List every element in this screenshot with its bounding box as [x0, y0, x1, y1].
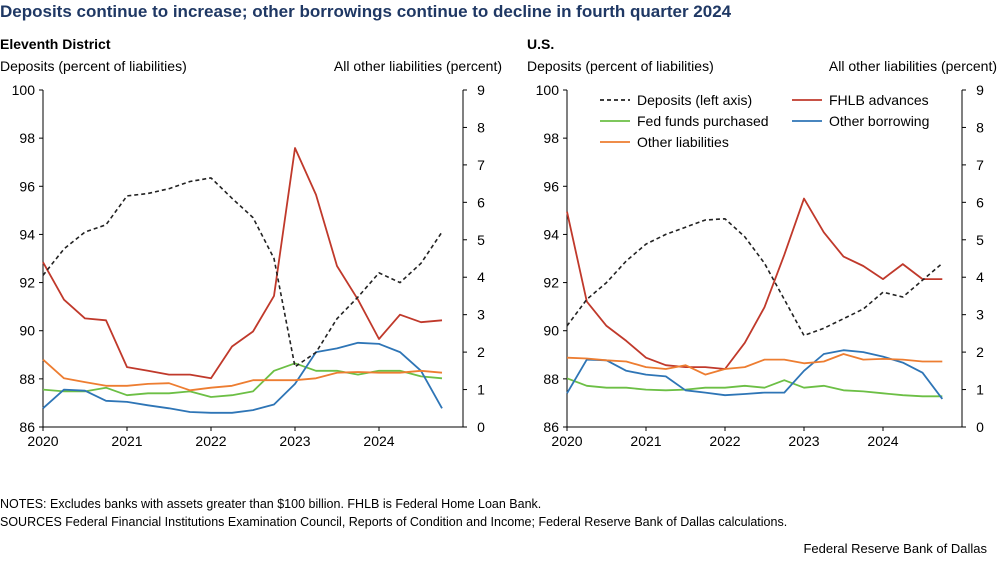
right-tick-label: 8: [477, 119, 485, 135]
left-tick-label: 100: [536, 82, 560, 98]
sources-line: SOURCES Federal Financial Institutions E…: [0, 515, 788, 529]
right-tick-label: 7: [976, 157, 984, 173]
right-tick-label: 6: [477, 194, 485, 210]
legend-label-other-borrowing: Other borrowing: [829, 113, 929, 129]
right-tick-label: 3: [477, 307, 485, 323]
x-tick-label: 2022: [709, 433, 740, 449]
legend-label-deposits: Deposits (left axis): [637, 92, 752, 108]
x-tick-label: 2023: [279, 433, 310, 449]
series-line-deposits: [42, 177, 443, 368]
right-tick-label: 7: [477, 157, 485, 173]
credit-text: Federal Reserve Bank of Dallas: [803, 541, 987, 556]
series-line-fed-funds: [566, 377, 943, 398]
left-tick-label: 86: [543, 419, 559, 435]
chart-panel-2: U.S. Deposits (percent of liabilities) All…: [527, 36, 997, 449]
right-tick-label: 1: [976, 382, 984, 398]
x-tick-label: 2023: [788, 433, 819, 449]
chart-panel-1: Eleventh District Deposits (percent of li…: [0, 36, 502, 449]
legend-label-fed-funds: Fed funds purchased: [637, 113, 769, 129]
right-tick-label: 5: [976, 232, 984, 248]
left-tick-label: 90: [19, 323, 35, 339]
left-tick-label: 96: [19, 178, 35, 194]
x-tick-label: 2022: [195, 433, 226, 449]
right-axis-label: All other liabilities (percent): [334, 58, 502, 74]
x-tick-label: 2024: [867, 433, 898, 449]
x-tick-label: 2020: [27, 433, 58, 449]
right-axis-label: All other liabilities (percent): [829, 58, 997, 74]
x-tick-label: 2021: [111, 433, 142, 449]
x-tick-label: 2020: [551, 433, 582, 449]
x-tick-label: 2021: [630, 433, 661, 449]
chart-title: U.S.: [527, 36, 554, 52]
right-tick-label: 4: [976, 269, 984, 285]
left-tick-label: 88: [19, 371, 35, 387]
left-tick-label: 86: [19, 419, 35, 435]
legend: Deposits (left axis) FHLB advances Fed fun…: [600, 92, 929, 150]
left-tick-label: 92: [19, 275, 35, 291]
left-axis-label: Deposits (percent of liabilities): [0, 58, 187, 74]
series-line-other-borrowing: [42, 341, 443, 414]
right-tick-label: 6: [976, 194, 984, 210]
series-line-fhlb: [42, 147, 443, 380]
series-line-other-borrowing: [566, 349, 944, 400]
left-tick-label: 98: [19, 130, 35, 146]
series-line-fhlb: [566, 197, 943, 370]
right-tick-label: 1: [477, 382, 485, 398]
right-tick-label: 9: [477, 82, 485, 98]
legend-label-other-liabilities: Other liabilities: [637, 134, 729, 150]
legend-label-fhlb: FHLB advances: [829, 92, 929, 108]
right-tick-label: 4: [477, 269, 485, 285]
charts-area: Eleventh District Deposits (percent of li…: [0, 36, 997, 449]
right-tick-label: 9: [976, 82, 984, 98]
series-line-other-liabilities: [566, 353, 943, 376]
right-tick-label: 8: [976, 119, 984, 135]
left-tick-label: 98: [543, 130, 559, 146]
left-tick-label: 88: [543, 371, 559, 387]
notes-line: NOTES: Excludes banks with assets greate…: [0, 497, 542, 511]
chart-title: Eleventh District: [0, 36, 111, 52]
series-line-other-liabilities: [42, 358, 443, 392]
series-line-fed-funds: [42, 362, 443, 398]
x-tick-label: 2024: [363, 433, 394, 449]
right-tick-label: 3: [976, 307, 984, 323]
series-line-deposits: [566, 218, 943, 337]
left-tick-label: 94: [543, 226, 559, 242]
right-tick-label: 0: [477, 419, 485, 435]
left-tick-label: 90: [543, 323, 559, 339]
left-tick-label: 96: [543, 178, 559, 194]
right-tick-label: 2: [976, 344, 984, 360]
right-tick-label: 5: [477, 232, 485, 248]
notes: NOTES: Excludes banks with assets greate…: [0, 495, 787, 531]
left-tick-label: 94: [19, 226, 35, 242]
page-title: Deposits continue to increase; other bor…: [0, 2, 732, 21]
left-tick-label: 100: [12, 82, 36, 98]
left-tick-label: 92: [543, 275, 559, 291]
left-axis-label: Deposits (percent of liabilities): [527, 58, 714, 74]
right-tick-label: 0: [976, 419, 984, 435]
right-tick-label: 2: [477, 344, 485, 360]
